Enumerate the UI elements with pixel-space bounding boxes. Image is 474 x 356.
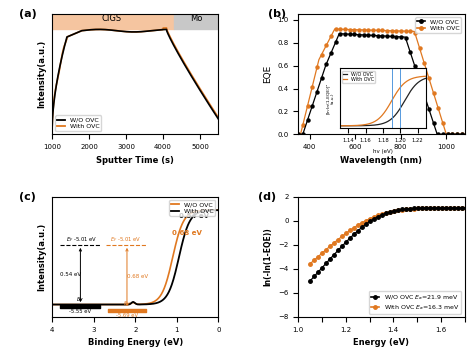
X-axis label: Wavelength (nm): Wavelength (nm) bbox=[340, 156, 422, 164]
Y-axis label: Intensity(a.u.): Intensity(a.u.) bbox=[37, 40, 46, 109]
Legend: W/O OVC, With OVC: W/O OVC, With OVC bbox=[169, 200, 215, 216]
Text: $E_F$ -5.01 eV: $E_F$ -5.01 eV bbox=[65, 235, 97, 244]
X-axis label: Sputter Time (s): Sputter Time (s) bbox=[96, 156, 174, 164]
Text: Mo: Mo bbox=[190, 14, 202, 23]
Text: 0.68 eV: 0.68 eV bbox=[127, 274, 148, 279]
Text: (d): (d) bbox=[258, 192, 276, 202]
Legend: W/O OVC $E_a$=21.9 meV, With OVC $E_a$=16.3 meV: W/O OVC $E_a$=21.9 meV, With OVC $E_a$=1… bbox=[369, 291, 461, 314]
Bar bbox=[52, 14, 174, 28]
Text: $E_F$ -5.01 eV: $E_F$ -5.01 eV bbox=[110, 235, 142, 244]
Text: (b): (b) bbox=[268, 10, 286, 20]
Text: (c): (c) bbox=[19, 192, 36, 202]
Text: -5.55 eV: -5.55 eV bbox=[69, 309, 91, 314]
Text: $E_V$: $E_V$ bbox=[123, 299, 131, 308]
Text: -5.69 eV: -5.69 eV bbox=[116, 313, 138, 318]
X-axis label: Energy (eV): Energy (eV) bbox=[354, 338, 410, 347]
Text: 0.54 eV: 0.54 eV bbox=[179, 213, 210, 219]
Bar bbox=[174, 14, 219, 28]
Text: 0.68 eV: 0.68 eV bbox=[173, 230, 202, 236]
Text: CIGS: CIGS bbox=[101, 14, 121, 23]
Y-axis label: ln(-ln(1-EQE)): ln(-ln(1-EQE)) bbox=[264, 227, 273, 286]
Text: $E_V$: $E_V$ bbox=[76, 295, 84, 304]
Y-axis label: Intensity(a.u.): Intensity(a.u.) bbox=[37, 222, 46, 291]
Legend: W/O OVC, With OVC: W/O OVC, With OVC bbox=[55, 115, 101, 131]
Legend: W/O OVC, With OVC: W/O OVC, With OVC bbox=[415, 17, 461, 33]
X-axis label: Binding Energy (eV): Binding Energy (eV) bbox=[88, 338, 183, 347]
Y-axis label: EQE: EQE bbox=[263, 65, 272, 83]
Text: 0.54 eV: 0.54 eV bbox=[60, 272, 82, 277]
Text: (a): (a) bbox=[19, 10, 36, 20]
